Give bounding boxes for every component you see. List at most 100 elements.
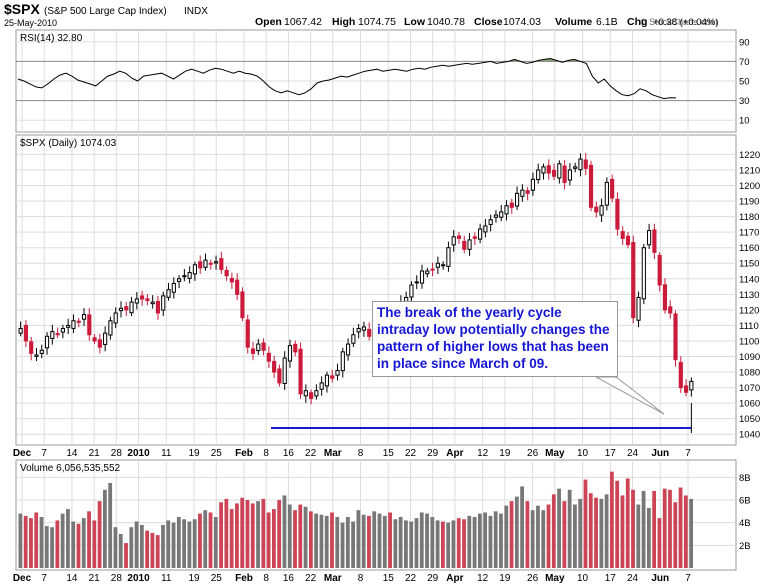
volume-bar <box>208 512 213 568</box>
volume-bar <box>129 527 134 568</box>
candle <box>652 223 657 260</box>
candle <box>203 253 208 271</box>
volume-bar <box>108 483 113 568</box>
volume-bar <box>536 505 540 568</box>
price-tick-label: 1060 <box>739 399 760 410</box>
exchange: INDX <box>184 6 208 17</box>
volume-bar <box>171 522 176 568</box>
candle <box>140 290 145 306</box>
x-tick-label: 17 <box>605 448 617 459</box>
candle <box>335 363 340 381</box>
candle <box>324 371 330 393</box>
candle <box>504 200 509 221</box>
x-tick-label: 10 <box>577 573 589 584</box>
candle <box>108 316 113 340</box>
volume-bar <box>583 479 588 568</box>
candle <box>668 300 673 319</box>
candle <box>103 326 108 352</box>
x-tick-label: 19 <box>499 573 511 584</box>
price-tick-label: 1200 <box>739 181 760 192</box>
candle <box>462 235 467 254</box>
volume-bar <box>92 520 97 568</box>
candle <box>546 159 551 180</box>
price-candles <box>18 153 694 434</box>
candle <box>430 262 435 277</box>
candle <box>562 159 567 190</box>
volume-bar <box>472 517 477 568</box>
candle <box>662 278 668 314</box>
vol-tick-label: 4B <box>739 518 751 529</box>
rsi-line <box>17 57 677 100</box>
volume-bar <box>293 510 297 568</box>
x-tick-label: Jun <box>651 448 669 459</box>
volume-bar <box>44 526 49 568</box>
x-tick-label: 24 <box>627 573 639 584</box>
volume-bar <box>636 504 641 568</box>
candle <box>319 376 324 396</box>
volume-bar <box>398 517 403 568</box>
price-tick-label: 1220 <box>739 150 760 161</box>
volume-bar <box>393 519 398 568</box>
x-tick-label: 14 <box>66 573 78 584</box>
candle <box>314 384 319 400</box>
volume-bar <box>514 496 519 568</box>
candle <box>446 241 451 272</box>
candle <box>129 296 134 317</box>
x-tick-label: 8 <box>358 573 364 584</box>
candle <box>551 163 557 181</box>
candle <box>66 318 71 335</box>
volume-bar <box>388 512 392 568</box>
price-title: $SPX (Daily) 1074.03 <box>20 138 117 149</box>
candle <box>182 269 187 282</box>
close-label: Close <box>474 16 503 28</box>
rsi-series <box>17 57 677 100</box>
volume-bar <box>314 513 319 568</box>
volume-bar <box>203 510 208 568</box>
volume-bar <box>530 510 535 568</box>
candle <box>245 314 250 354</box>
volume-bar <box>610 471 614 568</box>
candle <box>493 210 499 223</box>
price-tick-label: 1050 <box>739 414 760 425</box>
volume-bar <box>477 513 482 568</box>
volume-bar <box>641 490 646 568</box>
volume-bar <box>103 489 107 568</box>
candle <box>293 340 298 357</box>
volume-bar <box>451 520 456 568</box>
volume-bar <box>625 478 630 568</box>
x-tick-label: 14 <box>66 448 78 459</box>
x-tick-label: 25 <box>211 448 223 459</box>
high-value: 1074.75 <box>358 16 396 28</box>
volume-bar <box>467 515 472 568</box>
candle <box>87 308 92 341</box>
x-tick-label: 7 <box>685 448 691 459</box>
candle <box>250 341 256 361</box>
x-tick-label: 15 <box>383 573 395 584</box>
candle <box>451 230 456 252</box>
x-tick-label: 8 <box>358 448 364 459</box>
volume-bar <box>419 512 424 568</box>
candle <box>176 275 182 289</box>
candle <box>509 198 514 214</box>
candle <box>478 223 483 244</box>
candle <box>192 261 198 281</box>
x-tick-label: 12 <box>477 573 489 584</box>
candle <box>409 281 414 303</box>
x-tick-label: 22 <box>305 573 317 584</box>
x-tick-label: 26 <box>527 573 539 584</box>
volume-bar <box>113 527 118 568</box>
candle <box>97 333 102 354</box>
volume-bar <box>219 502 223 568</box>
price-tick-label: 1140 <box>739 274 759 285</box>
volume-bar <box>578 498 583 568</box>
price-tick-label: 1120 <box>739 305 759 316</box>
volume-bar <box>71 521 76 568</box>
price-tick-label: 1170 <box>739 228 759 239</box>
volume-bar <box>631 489 635 568</box>
volume-bar <box>87 511 91 568</box>
close-value: 1074.03 <box>503 16 541 28</box>
candle <box>34 347 39 362</box>
x-tick-label: 25 <box>211 573 223 584</box>
volume-bar <box>689 498 693 568</box>
candle <box>673 310 678 367</box>
